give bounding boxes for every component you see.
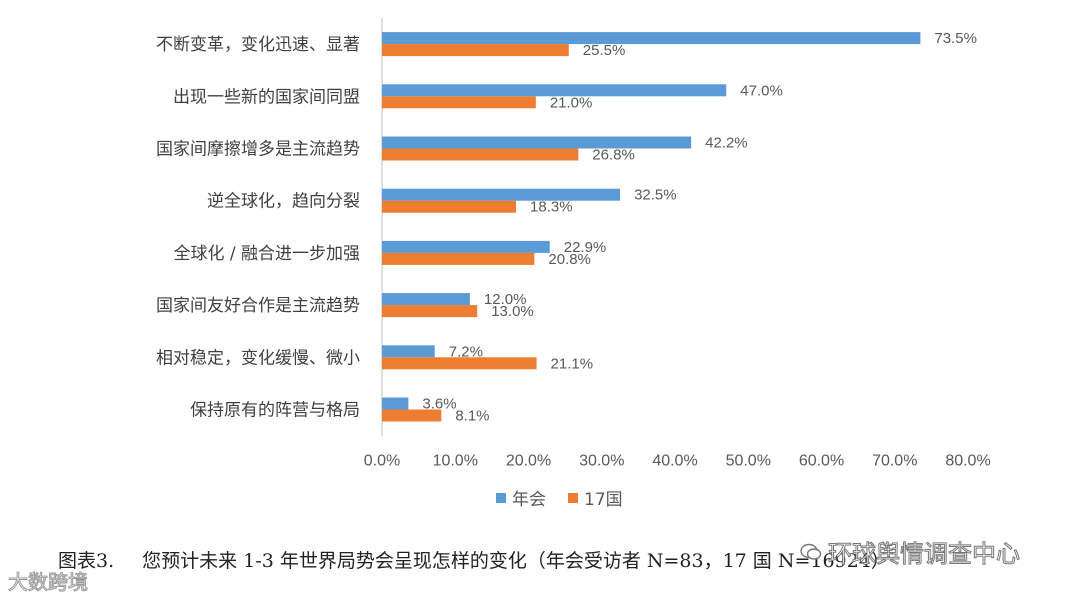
x-tick-label: 60.0% xyxy=(799,453,844,470)
caption-text: 您预计未来 1-3 年世界局势会呈现怎样的变化（年会受访者 N=83，17 国 … xyxy=(142,550,890,572)
value-label-nianhui: 12.0% xyxy=(484,291,527,308)
value-label-17guo: 13.0% xyxy=(491,303,534,320)
x-tick-label: 0.0% xyxy=(364,453,400,470)
watermark-left-text: 大数跨境 xyxy=(8,570,89,595)
bar-nianhui xyxy=(382,397,409,410)
x-tick-label: 20.0% xyxy=(506,453,551,470)
legend-item-nianhui: 年会 xyxy=(496,485,546,510)
bar-17guo xyxy=(382,305,478,318)
bar-17guo xyxy=(382,148,579,161)
legend-label-nianhui: 年会 xyxy=(512,490,546,510)
value-label-17guo: 26.8% xyxy=(592,147,635,164)
category-label: 逆全球化，趋向分裂 xyxy=(207,192,360,212)
bar-nianhui xyxy=(382,188,621,201)
legend-item-17guo: 17国 xyxy=(568,485,623,510)
x-tick-label: 50.0% xyxy=(726,453,771,470)
value-label-nianhui: 42.2% xyxy=(705,135,748,152)
wechat-icon xyxy=(800,543,822,560)
bar-nianhui xyxy=(382,240,550,253)
x-tick-label: 40.0% xyxy=(652,453,697,470)
watermark-right-text: 环球舆情调查中心 xyxy=(828,540,1021,569)
bar-nianhui xyxy=(382,32,921,45)
bar-nianhui xyxy=(382,136,692,149)
bar-chart: 不断变革，变化迅速、显著出现一些新的国家间同盟国家间摩擦增多是主流趋势逆全球化，… xyxy=(156,18,991,470)
bar-17guo xyxy=(382,252,535,265)
legend-label-17guo: 17国 xyxy=(584,490,623,510)
category-label: 出现一些新的国家间同盟 xyxy=(173,87,360,107)
value-label-nianhui: 7.2% xyxy=(449,343,483,360)
caption-number: 图表3. xyxy=(58,550,115,572)
value-label-nianhui: 32.5% xyxy=(634,187,677,204)
bar-nianhui xyxy=(382,345,435,358)
x-tick-label: 30.0% xyxy=(579,453,624,470)
category-label: 保持原有的阵营与格局 xyxy=(190,401,360,421)
watermark-left: 大数跨境 xyxy=(8,566,89,595)
x-tick-label: 70.0% xyxy=(872,453,917,470)
bar-17guo xyxy=(382,96,536,109)
legend: 年会 17国 xyxy=(496,485,623,510)
x-tick-labels: 0.0% 10.0% 20.0% 30.0% 40.0% 50.0% 60.0% 70.0% 8… xyxy=(364,453,991,470)
category-label: 相对稳定，变化缓慢、微小 xyxy=(156,347,360,368)
category-label: 不断变革，变化迅速、显著 xyxy=(156,35,360,55)
bar-nianhui xyxy=(382,84,727,97)
value-label-nianhui: 73.5% xyxy=(934,30,977,47)
x-tick-label: 80.0% xyxy=(945,453,990,470)
value-label-17guo: 20.8% xyxy=(548,251,591,268)
bars xyxy=(382,32,921,422)
figure-caption: 图表3. 您预计未来 1-3 年世界局势会呈现怎样的变化（年会受访者 N=83，1… xyxy=(58,546,890,573)
category-label: 国家间友好合作是主流趋势 xyxy=(156,296,360,316)
value-label-17guo: 8.1% xyxy=(455,408,489,425)
bar-17guo xyxy=(382,357,537,370)
watermark-right: 环球舆情调查中心 xyxy=(800,534,1021,569)
category-label: 国家间摩擦增多是主流趋势 xyxy=(156,140,360,160)
value-label-17guo: 21.0% xyxy=(550,94,593,111)
value-label-nianhui: 3.6% xyxy=(422,396,456,413)
legend-swatch-17guo xyxy=(568,492,578,503)
value-label-17guo: 18.3% xyxy=(530,199,573,216)
value-label-17guo: 25.5% xyxy=(583,42,626,59)
value-label-nianhui: 22.9% xyxy=(564,239,607,256)
bar-17guo xyxy=(382,409,442,422)
bar-17guo xyxy=(382,44,569,57)
category-label: 全球化 / 融合进一步加强 xyxy=(173,244,360,264)
x-tick-label: 10.0% xyxy=(433,453,478,470)
legend-swatch-nianhui xyxy=(496,492,506,503)
category-labels: 不断变革，变化迅速、显著出现一些新的国家间同盟国家间摩擦增多是主流趋势逆全球化，… xyxy=(156,35,360,420)
bar-17guo xyxy=(382,200,517,213)
value-label-17guo: 21.1% xyxy=(551,355,594,372)
bar-nianhui xyxy=(382,293,470,306)
value-labels: 73.5% 25.5% 47.0% 21.0% 42.2% 26.8% 32.5% 18.3%… xyxy=(422,30,977,424)
value-label-nianhui: 47.0% xyxy=(740,82,783,99)
